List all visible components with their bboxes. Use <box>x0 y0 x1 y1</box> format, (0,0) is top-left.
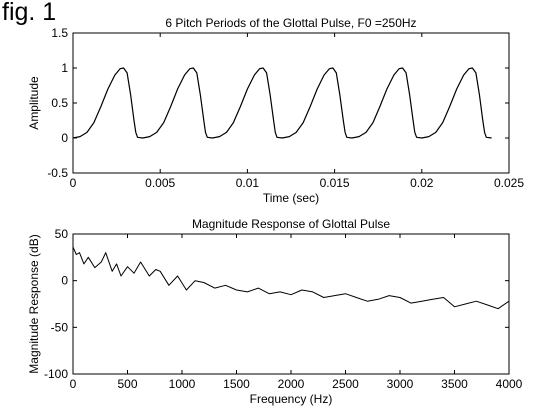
plot2-x-axis-label: Frequency (Hz) <box>250 392 333 406</box>
plot1-x-tick-label: 0.025 <box>494 176 524 190</box>
plot2-y-axis-label: Magnitude Response (dB) <box>27 234 41 373</box>
plot1-x-axis-label: Time (sec) <box>263 191 319 205</box>
plot2-x-tick-label: 0 <box>70 377 77 391</box>
time-domain-plot: 0 0.005 0.01 0.015 0.02 0.025-0.500.511.56 Pi… <box>27 16 524 205</box>
plot2-y-tick-label: -50 <box>51 320 69 334</box>
plot2-x-tick-label: 2000 <box>278 377 305 391</box>
plot2-x-tick-label: 1500 <box>223 377 250 391</box>
plot1-x-tick-label: 0.005 <box>145 176 175 190</box>
plot1-x-tick-label: 0.02 <box>410 176 434 190</box>
plot2-x-tick-label: 3000 <box>387 377 414 391</box>
magnitude-response-plot: 0 500 1000 1500 2000 2500 3000 3500 4000 -100 -50 0… <box>27 217 523 406</box>
plot1-x-tick-label: 0.015 <box>320 176 350 190</box>
figure-label: fig. 1 <box>2 0 57 26</box>
plot1-y-tick-label: 0 <box>61 131 68 145</box>
plot1-x-tick-label: 0.01 <box>236 176 260 190</box>
plot2-x-tick-label: 4000 <box>496 377 523 391</box>
plot1-y-tick-label: -0.5 <box>47 166 68 180</box>
plot2-y-tick-label: 50 <box>55 227 69 241</box>
plot2-x-tick-label: 500 <box>117 377 137 391</box>
plot1-y-tick-label: 1 <box>61 61 68 75</box>
magnitude-response-line <box>72 246 510 310</box>
plot1-axes-box <box>72 32 510 174</box>
plot2-x-tick-label: 3500 <box>441 377 468 391</box>
plot2-y-tick-label: -100 <box>44 367 68 381</box>
plot2-y-tick-label: 0 <box>61 274 68 288</box>
plot1-y-tick-label: 1.5 <box>51 26 68 40</box>
plot1-x-tick-label: 0 <box>70 176 77 190</box>
plot1-y-tick-label: 0.5 <box>51 96 68 110</box>
plot2-x-tick-label: 1000 <box>169 377 196 391</box>
plot2-title: Magnitude Response of Glottal Pulse <box>192 217 390 231</box>
plot2-axes-box <box>72 233 510 375</box>
plot2-x-tick-label: 2500 <box>332 377 359 391</box>
plot1-title: 6 Pitch Periods of the Glottal Pulse, F0… <box>165 16 416 30</box>
plot1-y-axis-label: Amplitude <box>27 76 41 130</box>
glottal-pulse-line <box>72 67 492 139</box>
